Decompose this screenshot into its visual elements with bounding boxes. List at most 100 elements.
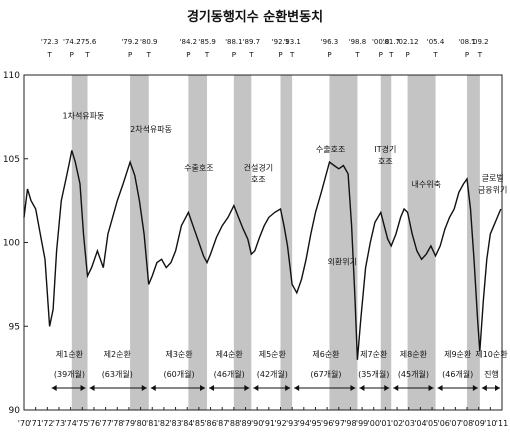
x-tick-label: '70 (18, 419, 30, 428)
cycle-name: 제10순환 (475, 349, 508, 359)
x-tick-label: '86 (204, 419, 216, 428)
x-tick-label: '89 (239, 419, 251, 428)
x-tick-label: '77 (99, 419, 111, 428)
cycle-name: 제3순환 (165, 349, 193, 359)
annotation-label: 1차석유파동 (63, 111, 105, 121)
x-tick-label: '96 (321, 419, 333, 428)
x-tick-label: '11 (496, 419, 508, 428)
annotation-label: 글로벌 (482, 173, 504, 183)
turning-point-type: T (248, 51, 254, 59)
x-tick-label: '03 (403, 419, 415, 428)
annotation-label: 내수위축 (411, 180, 440, 189)
x-tick-label: '71 (29, 419, 41, 428)
cycle-span-arrowhead (285, 385, 291, 391)
cycle-span-arrowhead (244, 385, 250, 391)
cycle-duration: (60개월) (163, 369, 194, 379)
x-tick-label: '75 (76, 419, 88, 428)
turning-point-type: P (465, 51, 469, 59)
cycle-span-arrowhead (209, 385, 215, 391)
turning-point-type: T (204, 51, 210, 59)
cycle-span-arrowhead (51, 385, 57, 391)
turning-point-date: '02.12 (397, 38, 419, 46)
cycle-name: 제6순환 (312, 349, 340, 359)
cycle-span-arrowhead (384, 385, 390, 391)
turning-point-date: '75.6 (79, 38, 97, 46)
x-tick-label: '82 (158, 419, 170, 428)
x-tick-label: '79 (123, 419, 135, 428)
cycle-duration: (67개월) (310, 369, 341, 379)
cycle-span-arrowhead (89, 385, 95, 391)
turning-point-date: '84.2 (180, 38, 198, 46)
turning-point-type: P (327, 51, 331, 59)
x-tick-label: '10 (484, 419, 496, 428)
cycle-span-arrowhead (150, 385, 156, 391)
turning-point-date: '93.1 (283, 38, 301, 46)
turning-point-date: '09.2 (471, 38, 489, 46)
turning-point-type: P (128, 51, 132, 59)
cycle-name: 제9순환 (444, 349, 472, 359)
turning-point-date: '80.9 (140, 38, 158, 46)
turning-point-date: '05.4 (427, 38, 445, 46)
annotation-label: 호조 (378, 157, 393, 166)
y-tick-label: 100 (3, 239, 20, 249)
x-tick-label: '87 (216, 419, 228, 428)
cycle-name: 제1순환 (56, 349, 84, 359)
x-tick-label: '06 (438, 419, 450, 428)
cycle-span-arrowhead (495, 385, 500, 391)
chart-title: 경기동행지수 순환변동치 (186, 10, 324, 25)
x-tick-label: '88 (228, 419, 240, 428)
cycle-span-arrowhead (481, 385, 487, 391)
cycle-name: 제7순환 (360, 349, 388, 359)
turning-point-date: '72.3 (41, 38, 59, 46)
cycle-span-arrowhead (393, 385, 399, 391)
x-tick-label: '95 (309, 419, 321, 428)
cycle-duration: 진행 (484, 369, 499, 379)
cycle-span-arrowhead (428, 385, 434, 391)
turning-point-type: T (477, 51, 483, 59)
x-tick-label: '85 (193, 419, 205, 428)
turning-point-type: T (146, 51, 152, 59)
x-tick-label: '91 (263, 419, 275, 428)
y-tick-label: 110 (3, 71, 20, 81)
turning-point-type: P (278, 51, 282, 59)
cycle-span-arrowhead (141, 385, 147, 391)
x-tick-label: '02 (391, 419, 403, 428)
cycle-duration: (46개월) (442, 369, 473, 379)
x-tick-label: '81 (146, 419, 158, 428)
turning-point-date: '08.1 (458, 38, 476, 46)
turning-point-date: '92.1 (272, 38, 290, 46)
cycle-duration: (35개월) (358, 369, 389, 379)
turning-point-type: P (186, 51, 190, 59)
turning-point-date: '89.7 (243, 38, 261, 46)
annotation-label: 호조 (251, 175, 266, 184)
cycle-duration: (45개월) (398, 369, 429, 379)
turning-point-type: T (432, 51, 438, 59)
x-tick-label: '09 (472, 419, 484, 428)
cycle-name: 제2순환 (104, 349, 132, 359)
x-tick-label: '04 (414, 419, 426, 428)
cycle-duration: (63개월) (102, 369, 133, 379)
x-tick-label: '92 (274, 419, 286, 428)
turning-point-type: T (84, 51, 90, 59)
cycle-span-arrowhead (200, 385, 206, 391)
x-tick-label: '93 (286, 419, 298, 428)
cycle-span-arrowhead (359, 385, 365, 391)
turning-point-date: '85.9 (198, 38, 216, 46)
x-tick-label: '07 (449, 419, 461, 428)
turning-point-date: '98.8 (349, 38, 367, 46)
turning-point-type: P (232, 51, 236, 59)
cycle-name: 제5순환 (259, 349, 287, 359)
turning-point-type: P (405, 51, 409, 59)
contraction-band (380, 75, 392, 410)
annotation-label: 외환위기 (328, 256, 357, 266)
annotation-label: 건설경기 (244, 162, 273, 172)
annotation-label: 수출호조 (184, 162, 213, 172)
cycle-duration: (39개월) (54, 369, 85, 379)
cycle-span-arrowhead (80, 385, 86, 391)
contraction-band (188, 75, 208, 410)
x-tick-label: '94 (298, 419, 310, 428)
turning-point-date: '79.2 (121, 38, 139, 46)
x-tick-label: '00 (368, 419, 380, 428)
x-tick-label: '98 (344, 419, 356, 428)
